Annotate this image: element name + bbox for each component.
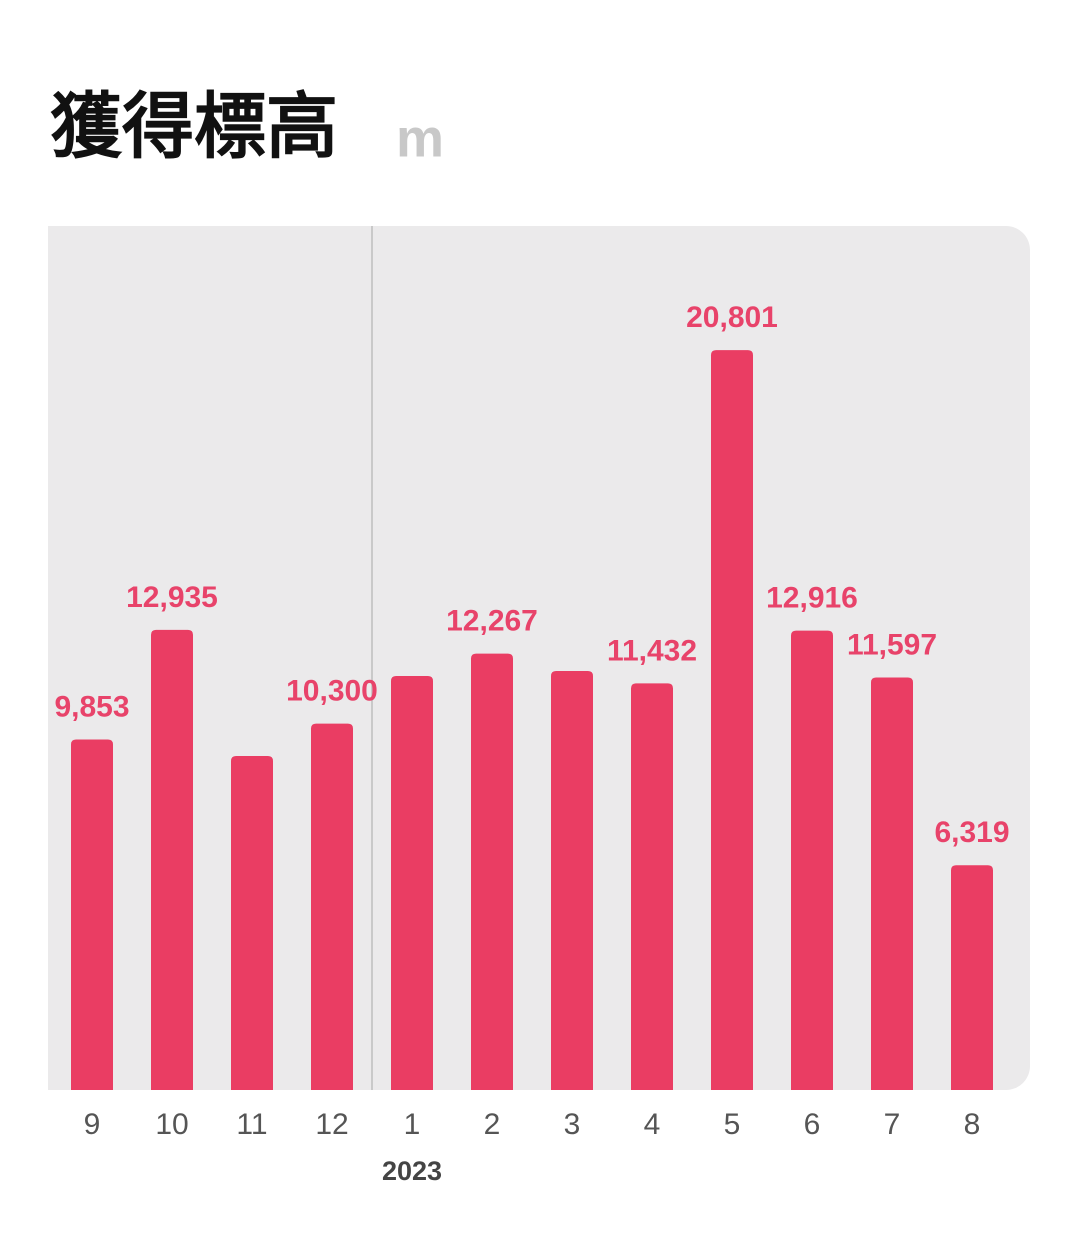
bar bbox=[231, 755, 273, 1090]
x-tick-label: 3 bbox=[564, 1108, 581, 1141]
bar bbox=[391, 675, 433, 1090]
unit-label: m bbox=[396, 108, 444, 168]
bar bbox=[951, 865, 993, 1090]
x-tick-label: 10 bbox=[155, 1108, 188, 1141]
bar bbox=[631, 683, 673, 1090]
value-label: 12,916 bbox=[766, 581, 858, 614]
year-label: 2023 bbox=[382, 1156, 442, 1186]
x-tick-label: 4 bbox=[644, 1108, 661, 1141]
x-tick-label: 11 bbox=[236, 1108, 267, 1141]
bar bbox=[551, 670, 593, 1090]
x-tick-label: 8 bbox=[964, 1108, 981, 1141]
x-tick-label: 9 bbox=[84, 1108, 101, 1141]
value-label: 11,597 bbox=[847, 628, 937, 661]
x-tick-label: 1 bbox=[404, 1108, 421, 1141]
bar bbox=[71, 739, 113, 1090]
x-tick-label: 5 bbox=[724, 1108, 741, 1141]
value-label: 20,801 bbox=[686, 301, 778, 334]
value-label: 9,853 bbox=[54, 690, 129, 723]
bar bbox=[151, 629, 193, 1090]
bar bbox=[471, 653, 513, 1090]
x-tick-label: 7 bbox=[884, 1108, 901, 1141]
value-label: 12,267 bbox=[446, 605, 538, 638]
value-label: 12,935 bbox=[126, 581, 218, 614]
plot-panel bbox=[48, 226, 1030, 1090]
bar bbox=[871, 677, 913, 1090]
bar bbox=[791, 630, 833, 1090]
bar bbox=[711, 350, 753, 1091]
x-tick-label: 6 bbox=[804, 1108, 821, 1141]
value-label: 10,300 bbox=[286, 675, 378, 708]
value-label: 6,319 bbox=[934, 816, 1009, 849]
value-label: 11,432 bbox=[607, 634, 697, 667]
chart-title: 獲得標高 bbox=[50, 85, 338, 169]
x-tick-label: 12 bbox=[315, 1108, 348, 1141]
bar bbox=[311, 723, 353, 1090]
x-tick-label: 2 bbox=[484, 1108, 501, 1141]
